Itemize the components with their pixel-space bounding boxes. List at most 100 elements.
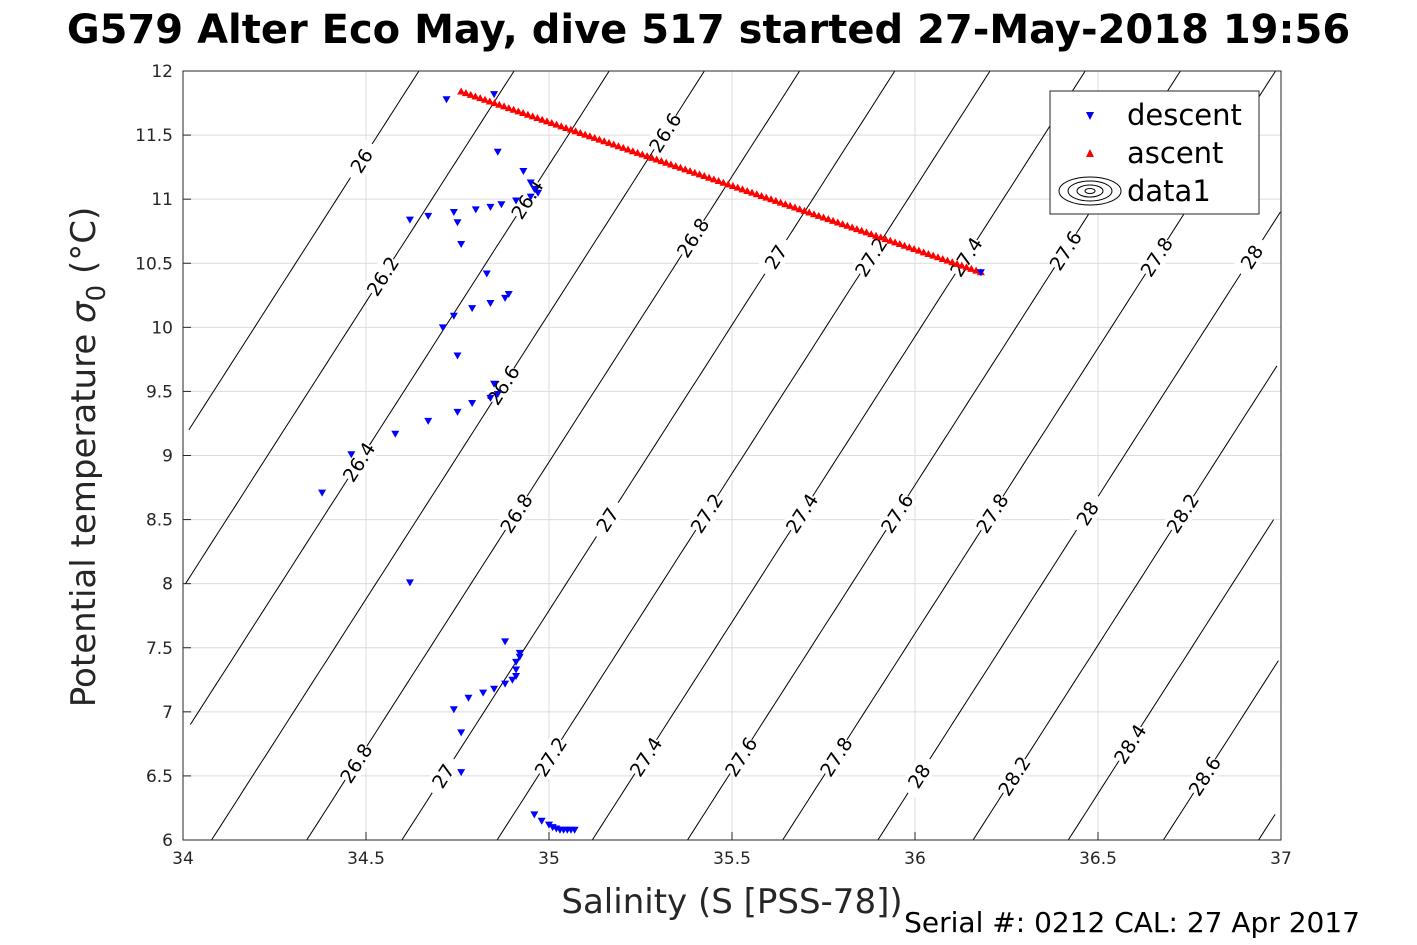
y-tick-label: 8.5: [146, 511, 173, 531]
descent-point: [424, 212, 433, 220]
ascent-point: [891, 238, 900, 246]
ascent-point: [681, 165, 690, 173]
descent-point: [347, 451, 356, 459]
ascent-point: [647, 153, 656, 161]
ascent-point: [881, 235, 890, 243]
descent-point: [537, 817, 546, 825]
contour-label: 27.8: [972, 490, 1013, 537]
legend-contour-icon: [1058, 176, 1122, 206]
descent-point: [486, 394, 495, 402]
ascent-point: [514, 107, 523, 115]
legend-ascent-label: ascent: [1127, 136, 1223, 170]
descent-point: [515, 649, 524, 657]
ascent-point: [800, 206, 809, 214]
descent-point: [424, 417, 433, 425]
ascent-point: [953, 259, 962, 267]
legend-ascent-marker: [1086, 149, 1094, 157]
ascent-point: [957, 261, 966, 269]
ascent-point: [657, 157, 666, 165]
ascent-point: [466, 90, 475, 98]
descent-point: [526, 193, 535, 201]
ascent-point: [457, 87, 466, 95]
ascent-point: [728, 182, 737, 190]
x-tick-label: 34: [172, 849, 194, 869]
ascent-point: [857, 226, 866, 234]
ascent-point: [504, 104, 513, 112]
ascent-point: [590, 133, 599, 141]
ascent-point: [481, 95, 490, 103]
ascent-point: [576, 128, 585, 136]
descent-point: [519, 167, 528, 175]
ascent-point: [662, 158, 671, 166]
ascent-point: [972, 266, 981, 274]
ascent-point: [757, 191, 766, 199]
ascent-point: [676, 163, 685, 171]
contour-label: 28.2: [994, 753, 1035, 800]
y-ticks: 6 6.5 7 7.5 8 8.5 9 9.5 10 10.5 11 11.5 12: [135, 62, 191, 851]
ascent-point: [914, 246, 923, 254]
ascent-point: [924, 249, 933, 257]
ascent-point: [528, 112, 537, 120]
ascent-point: [709, 175, 718, 183]
ascent-point: [824, 215, 833, 223]
contour-label: 28.6: [1185, 753, 1226, 800]
x-tick-label: 36.5: [1079, 849, 1117, 869]
descent-point: [545, 821, 553, 829]
descent-point: [512, 666, 521, 674]
descent-point: [479, 689, 488, 697]
ascent-point: [724, 180, 733, 188]
legend-descent-marker: [1086, 112, 1094, 120]
descent-point: [534, 189, 543, 197]
chart-title: G579 Alter Eco May, dive 517 started 27-…: [66, 7, 1351, 53]
ascent-point: [485, 97, 494, 105]
y-tick-label: 7: [162, 703, 173, 723]
descent-point: [318, 489, 327, 497]
descent-point: [486, 203, 495, 211]
descent-point: [490, 685, 499, 693]
ascent-point: [752, 190, 761, 198]
y-tick-label: 10.5: [135, 254, 173, 274]
descent-point: [570, 826, 579, 834]
descent-point: [490, 91, 499, 99]
descent-point: [501, 294, 510, 302]
ascent-point: [538, 115, 547, 123]
ascent-point: [500, 102, 509, 110]
descent-point: [526, 179, 535, 187]
ascent-point: [471, 92, 480, 100]
ascent-point: [776, 198, 785, 206]
ascent-point: [876, 233, 885, 241]
ascent-point: [624, 145, 633, 153]
ascent-point: [814, 211, 823, 219]
contour-label: 27.8: [1137, 234, 1178, 281]
ascent-point: [714, 177, 723, 185]
contour-label: 27.8: [816, 733, 857, 780]
y-axis-label-unit: (°C): [64, 207, 104, 274]
contour-label: 26.8: [336, 740, 377, 787]
x-tick-label: 37: [1270, 849, 1292, 869]
ascent-point: [619, 143, 628, 151]
isopycnal-line: [188, 70, 420, 431]
ascent-point: [495, 100, 504, 108]
ascent-point: [933, 253, 942, 261]
ascent-point: [862, 228, 871, 236]
ascent-point: [700, 172, 709, 180]
isopycnal-line: [591, 70, 1086, 841]
legend-data1-label: data1: [1127, 174, 1211, 208]
descent-point: [471, 206, 480, 214]
isopycnal-line: [1067, 519, 1275, 841]
ascent-point: [595, 135, 604, 143]
y-axis-label: Potential temperature σ0 (°C): [64, 207, 112, 707]
descent-point: [508, 676, 517, 684]
ascent-point: [476, 94, 485, 102]
descent-point: [468, 305, 477, 313]
ascent-point: [852, 225, 861, 233]
descent-point: [501, 638, 510, 646]
y-axis-label-sub: 0: [82, 285, 112, 302]
isopycnal-line: [189, 70, 610, 725]
descent-point: [391, 430, 400, 438]
ascent-point: [562, 123, 571, 131]
y-tick-label: 7.5: [146, 639, 173, 659]
descent-point: [530, 185, 539, 193]
x-axis-label: Salinity (S [PSS-78]): [561, 882, 902, 922]
